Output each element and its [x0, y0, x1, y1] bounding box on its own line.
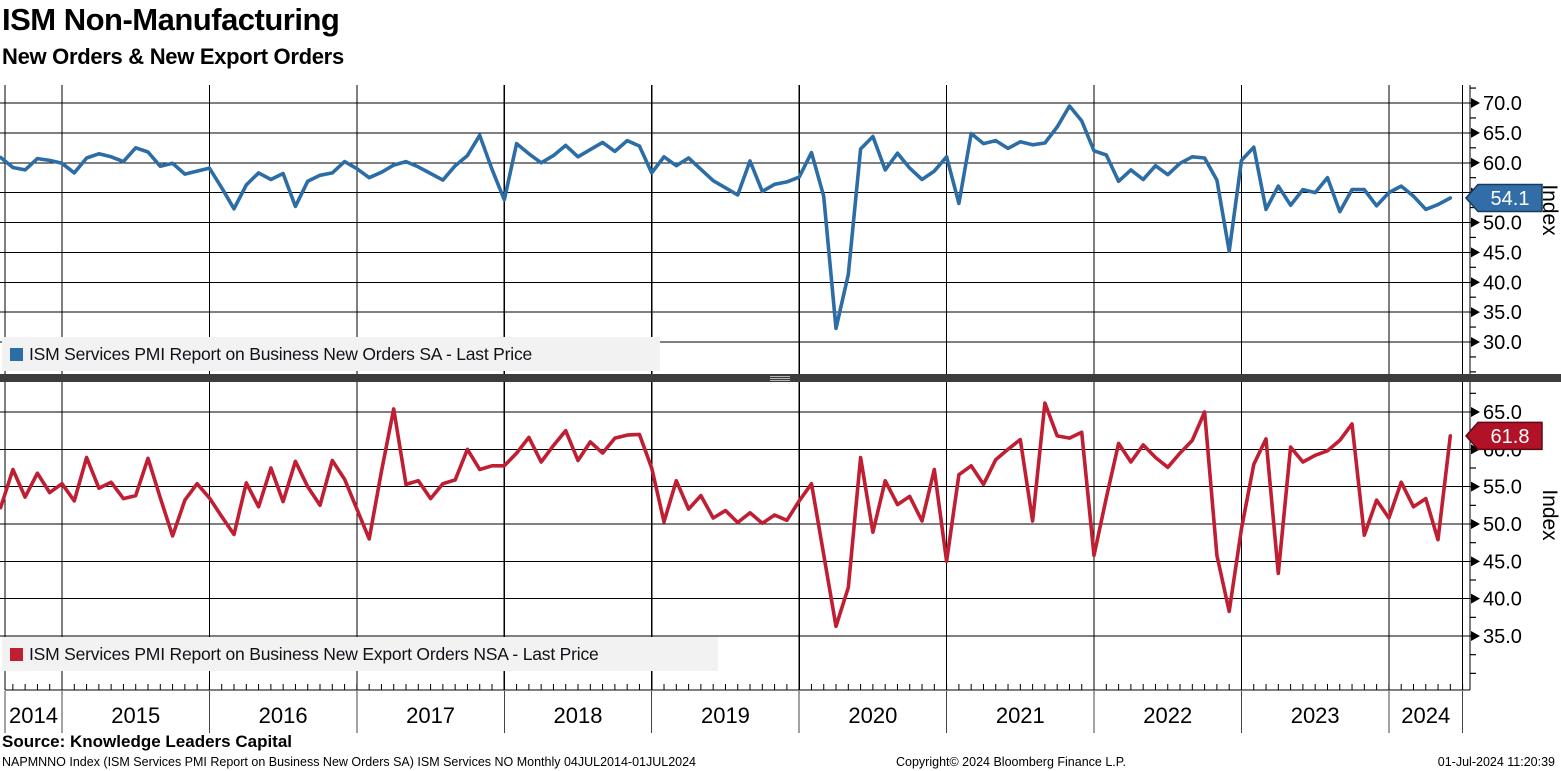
- y-tick-label: 50.0: [1483, 514, 1522, 536]
- x-year-label: 2022: [1143, 703, 1192, 728]
- legend-label: ISM Services PMI Report on Business New …: [29, 343, 533, 364]
- y-tick-label: 70.0: [1483, 93, 1522, 115]
- x-year-label: 2018: [554, 703, 603, 728]
- x-year-label: 2024: [1401, 703, 1450, 728]
- y-tick-label: 60.0: [1483, 153, 1522, 175]
- y-major-tick-arrow-icon: [1471, 98, 1480, 108]
- panel-divider-grip-icon[interactable]: [770, 375, 790, 381]
- y-tick-label: 55.0: [1483, 477, 1522, 499]
- x-year-label: 2016: [259, 703, 308, 728]
- last-price-value: 61.8: [1491, 426, 1530, 448]
- ticker-description: NAPMNNO Index (ISM Services PMI Report o…: [2, 755, 697, 769]
- y-tick-label: 35.0: [1483, 626, 1522, 648]
- legend-swatch-red-icon: [10, 647, 23, 661]
- y-major-tick-arrow-icon: [1471, 337, 1480, 347]
- y-tick-label: 45.0: [1483, 551, 1522, 573]
- y-tick-label: 30.0: [1483, 332, 1522, 354]
- y-major-tick-arrow-icon: [1471, 631, 1480, 642]
- series-new-orders-sa[interactable]: [0, 104, 1453, 331]
- y-major-tick-arrow-icon: [1471, 277, 1480, 288]
- x-year-label: 2023: [1291, 703, 1340, 728]
- y-axis-title: Index: [1538, 184, 1561, 236]
- timestamp: 01-Jul-2024 11:20:39: [1437, 755, 1555, 769]
- y-axis-title: Index: [1538, 489, 1561, 541]
- legend-swatch-blue-icon: [10, 347, 23, 361]
- legend-new-export-orders[interactable]: ISM Services PMI Report on Business New …: [2, 637, 718, 671]
- page-title: ISM Non-Manufacturing: [2, 2, 340, 37]
- y-major-tick-arrow-icon: [1471, 407, 1480, 417]
- y-tick-label: 50.0: [1483, 213, 1522, 235]
- y-major-tick-arrow-icon: [1471, 247, 1480, 258]
- y-major-tick-arrow-icon: [1471, 307, 1480, 318]
- last-price-tag: [1464, 421, 1543, 451]
- y-major-tick-arrow-icon: [1471, 217, 1480, 228]
- y-major-tick-arrow-icon: [1471, 444, 1480, 455]
- source-note: Source: Knowledge Leaders Capital: [2, 732, 293, 751]
- y-tick-label: 65.0: [1483, 402, 1522, 424]
- y-major-tick-arrow-icon: [1471, 519, 1480, 530]
- x-year-label: 2015: [111, 703, 160, 728]
- x-year-label: 2020: [848, 703, 897, 728]
- y-tick-label: 65.0: [1483, 123, 1522, 145]
- last-price-value: 54.1: [1491, 188, 1530, 210]
- y-tick-label: 45.0: [1483, 242, 1522, 264]
- series-new-export-orders-nsa[interactable]: [0, 401, 1453, 629]
- x-year-label: 2014: [9, 703, 58, 728]
- y-major-tick-arrow-icon: [1471, 127, 1480, 138]
- legend-label: ISM Services PMI Report on Business New …: [29, 643, 599, 664]
- y-tick-label: 40.0: [1483, 272, 1522, 294]
- page-subtitle: New Orders & New Export Orders: [2, 44, 344, 69]
- y-tick-label: 40.0: [1483, 589, 1522, 611]
- legend-new-orders[interactable]: ISM Services PMI Report on Business New …: [2, 337, 660, 371]
- y-tick-label: 35.0: [1483, 302, 1522, 324]
- y-major-tick-arrow-icon: [1471, 556, 1480, 567]
- y-major-tick-arrow-icon: [1471, 481, 1480, 492]
- panel-divider: [0, 374, 1561, 382]
- y-major-tick-arrow-icon: [1471, 593, 1480, 604]
- x-year-label: 2017: [406, 703, 455, 728]
- x-year-label: 2021: [996, 703, 1045, 728]
- x-year-label: 2019: [701, 703, 750, 728]
- copyright-note: Copyright© 2024 Bloomberg Finance L.P.: [896, 755, 1126, 769]
- y-major-tick-arrow-icon: [1471, 157, 1480, 168]
- last-price-tag: [1464, 183, 1543, 213]
